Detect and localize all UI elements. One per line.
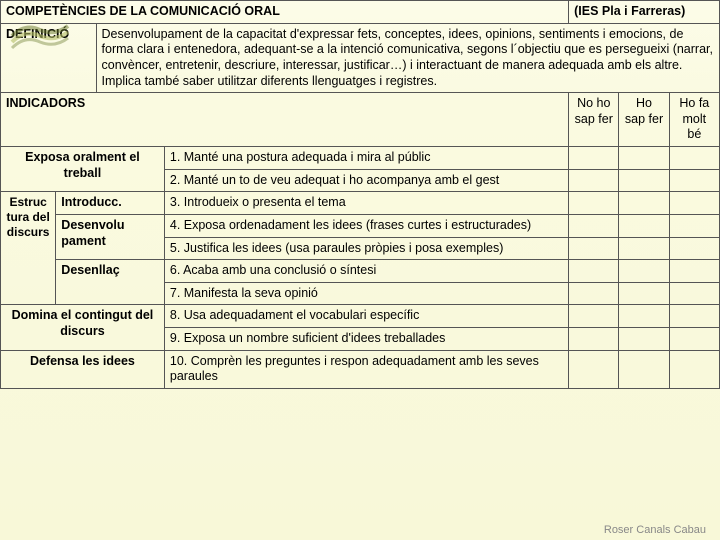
row-desenllac: Desenllaç bbox=[56, 260, 165, 305]
cell bbox=[619, 237, 669, 260]
table-row: Desenvolu pament 4. Exposa ordenadament … bbox=[1, 214, 720, 237]
row-desenvolu: Desenvolu pament bbox=[56, 214, 165, 259]
table-row: Defensa les idees 10. Comprèn les pregun… bbox=[1, 350, 720, 388]
cell bbox=[669, 214, 719, 237]
cell bbox=[619, 282, 669, 305]
indicators-label: INDICADORS bbox=[1, 93, 569, 147]
table-row: INDICADORS No ho sap fer Ho sap fer Ho f… bbox=[1, 93, 720, 147]
cell bbox=[619, 169, 669, 192]
table-row: COMPETÈNCIES DE LA COMUNICACIÓ ORAL (IES… bbox=[1, 1, 720, 24]
row-introducc: Introducc. bbox=[56, 192, 165, 215]
definition-label: DEFINICIÓ bbox=[1, 23, 97, 93]
item-3: 3. Introdueix o presenta el tema bbox=[164, 192, 568, 215]
row-exposa: Exposa oralment el treball bbox=[1, 147, 165, 192]
cell bbox=[569, 169, 619, 192]
table-row: Exposa oralment el treball 1. Manté una … bbox=[1, 147, 720, 170]
rubric-page: COMPETÈNCIES DE LA COMUNICACIÓ ORAL (IES… bbox=[0, 0, 720, 540]
cell bbox=[669, 192, 719, 215]
item-4: 4. Exposa ordenadament les idees (frases… bbox=[164, 214, 568, 237]
cell bbox=[669, 328, 719, 351]
item-10: 10. Comprèn les preguntes i respon adequ… bbox=[164, 350, 568, 388]
table-row: Estruc tura del discurs Introducc. 3. In… bbox=[1, 192, 720, 215]
cell bbox=[619, 350, 669, 388]
item-5: 5. Justifica les idees (usa paraules prò… bbox=[164, 237, 568, 260]
cell bbox=[669, 169, 719, 192]
cell bbox=[569, 282, 619, 305]
cell bbox=[669, 305, 719, 328]
cell bbox=[569, 237, 619, 260]
cell bbox=[619, 328, 669, 351]
cell bbox=[569, 147, 619, 170]
cell bbox=[569, 214, 619, 237]
cell bbox=[619, 192, 669, 215]
author-footer: Roser Canals Cabau bbox=[604, 524, 706, 536]
cell bbox=[669, 260, 719, 283]
table-row: DEFINICIÓ Desenvolupament de la capacita… bbox=[1, 23, 720, 93]
row-defensa: Defensa les idees bbox=[1, 350, 165, 388]
item-9: 9. Exposa un nombre suficient d'idees tr… bbox=[164, 328, 568, 351]
item-6: 6. Acaba amb una conclusió o síntesi bbox=[164, 260, 568, 283]
definition-text: Desenvolupament de la capacitat d'expres… bbox=[96, 23, 719, 93]
cell bbox=[569, 350, 619, 388]
row-estructura: Estruc tura del discurs bbox=[1, 192, 56, 305]
item-8: 8. Usa adequadament el vocabulari especí… bbox=[164, 305, 568, 328]
cell bbox=[619, 214, 669, 237]
cell bbox=[619, 147, 669, 170]
cell bbox=[619, 305, 669, 328]
cell bbox=[569, 328, 619, 351]
cell bbox=[569, 305, 619, 328]
item-7: 7. Manifesta la seva opinió bbox=[164, 282, 568, 305]
cell bbox=[669, 237, 719, 260]
cell bbox=[669, 147, 719, 170]
table-row: Desenllaç 6. Acaba amb una conclusió o s… bbox=[1, 260, 720, 283]
item-2: 2. Manté un to de veu adequat i ho acomp… bbox=[164, 169, 568, 192]
cell bbox=[669, 282, 719, 305]
school-name: (IES Pla i Farreras) bbox=[569, 1, 720, 24]
item-1: 1. Manté una postura adequada i mira al … bbox=[164, 147, 568, 170]
table-row: Domina el contingut del discurs 8. Usa a… bbox=[1, 305, 720, 328]
scale-col-2: Ho sap fer bbox=[619, 93, 669, 147]
cell bbox=[569, 260, 619, 283]
cell bbox=[619, 260, 669, 283]
rubric-table: COMPETÈNCIES DE LA COMUNICACIÓ ORAL (IES… bbox=[0, 0, 720, 389]
cell bbox=[569, 192, 619, 215]
scale-col-3: Ho fa molt bé bbox=[669, 93, 719, 147]
cell bbox=[669, 350, 719, 388]
row-domina: Domina el contingut del discurs bbox=[1, 305, 165, 350]
page-title: COMPETÈNCIES DE LA COMUNICACIÓ ORAL bbox=[1, 1, 569, 24]
scale-col-1: No ho sap fer bbox=[569, 93, 619, 147]
